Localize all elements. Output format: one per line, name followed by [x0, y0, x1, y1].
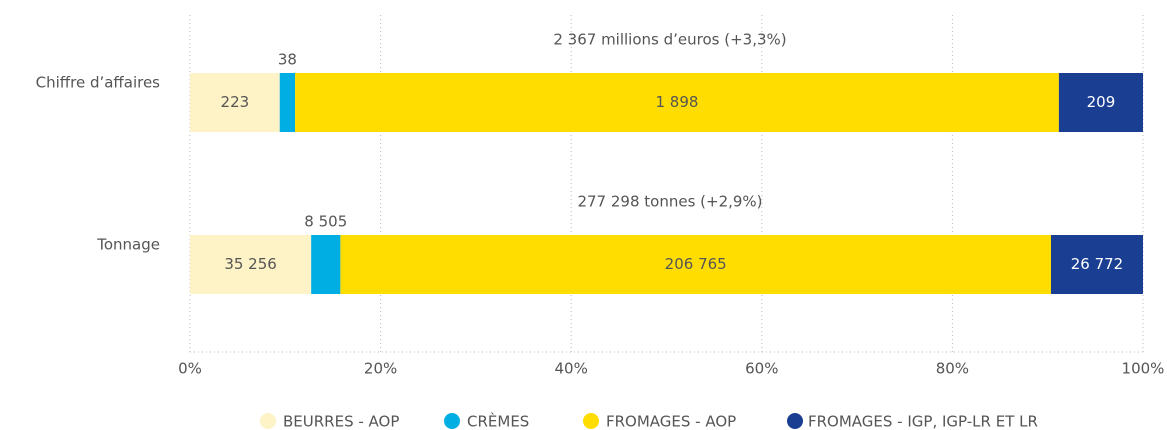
data-label: 35 256	[224, 255, 277, 273]
data-label: 26 772	[1071, 255, 1124, 273]
x-tick-label: 20%	[364, 360, 397, 378]
data-label: 38	[278, 51, 297, 69]
total-annotation: 2 367 millions d’euros (+3,3%)	[553, 31, 786, 49]
legend-swatch	[787, 413, 803, 429]
bar-segment	[279, 73, 296, 132]
x-tick-label: 60%	[745, 360, 778, 378]
legend-swatch	[260, 413, 276, 429]
legend-swatch	[444, 413, 460, 429]
bar-segment	[295, 73, 1059, 132]
legend-label: BEURRES - AOP	[283, 413, 399, 430]
bar-segment	[190, 235, 312, 294]
total-annotation: 277 298 tonnes (+2,9%)	[577, 193, 762, 211]
x-tick-label: 80%	[936, 360, 969, 378]
bar-segment	[1050, 235, 1143, 294]
bar-segment	[340, 235, 1051, 294]
data-label: 209	[1087, 93, 1116, 111]
category-label: Chiffre d’affaires	[36, 74, 161, 92]
bar-segment	[1058, 73, 1143, 132]
x-tick-label: 40%	[555, 360, 588, 378]
legend-label: CRÈMES	[467, 412, 529, 430]
legend-label: FROMAGES - AOP	[606, 413, 736, 430]
data-label: 206 765	[665, 255, 727, 273]
category-label: Tonnage	[96, 236, 160, 254]
x-tick-label: 0%	[178, 360, 202, 378]
data-label: 8 505	[304, 213, 347, 231]
legend-swatch	[583, 413, 599, 429]
bar-segment	[311, 235, 341, 294]
legend-label: FROMAGES - IGP, IGP-LR ET LR	[808, 413, 1038, 430]
data-label: 1 898	[655, 93, 698, 111]
data-label: 223	[221, 93, 250, 111]
x-tick-label: 100%	[1122, 360, 1165, 378]
bar-segment	[190, 73, 280, 132]
